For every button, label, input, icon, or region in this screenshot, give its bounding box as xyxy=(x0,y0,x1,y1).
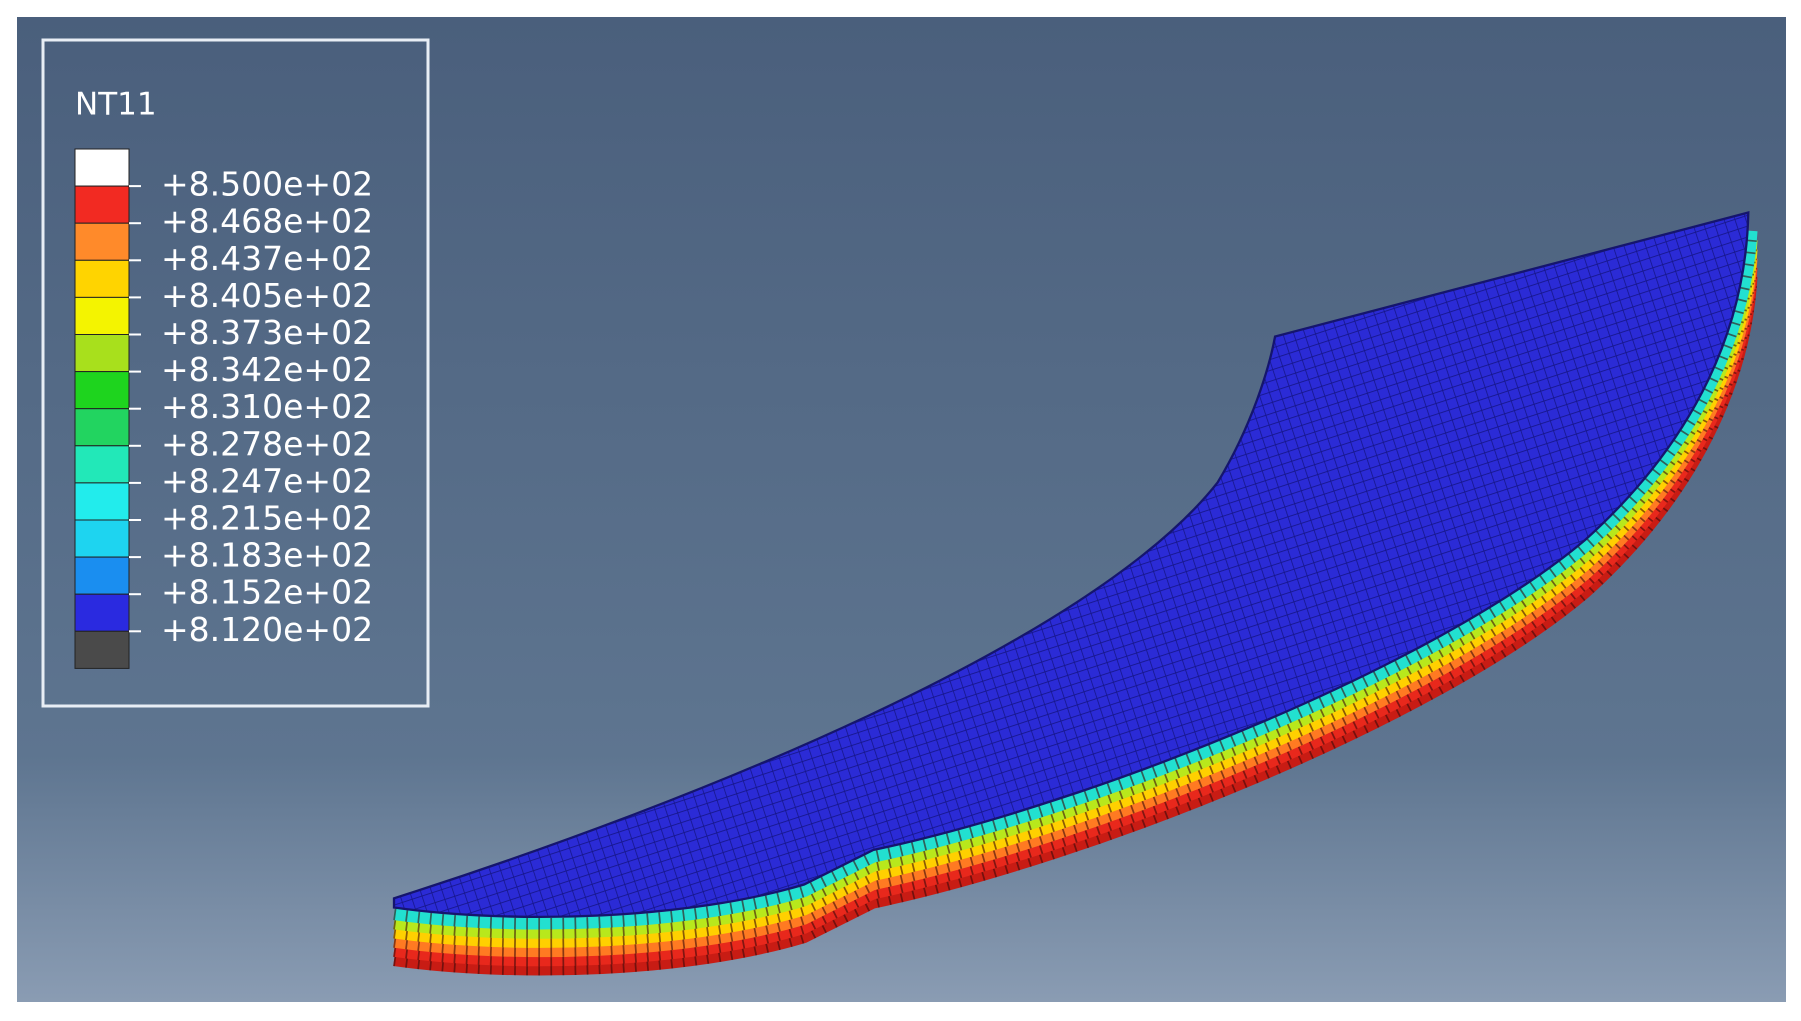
legend-swatch xyxy=(74,371,130,410)
legend-swatch xyxy=(74,445,130,484)
side-face xyxy=(393,230,1758,976)
top-face xyxy=(392,211,1750,918)
legend-label: +8.183e+02 xyxy=(161,536,373,575)
legend-swatch xyxy=(74,519,130,558)
legend-swatch xyxy=(74,222,130,261)
legend-label: +8.120e+02 xyxy=(161,610,373,649)
legend-swatch xyxy=(74,556,130,595)
legend-swatch xyxy=(74,259,130,298)
legend-label: +8.373e+02 xyxy=(161,313,373,352)
legend-swatch xyxy=(74,408,130,447)
legend-label: +8.310e+02 xyxy=(161,387,373,426)
legend-title: NT11 xyxy=(75,87,157,123)
legend-swatch xyxy=(74,296,130,335)
legend: NT11 +8.500e+02+8.468e+02+8.437e+02+8.40… xyxy=(41,38,430,708)
legend-label: +8.468e+02 xyxy=(161,202,373,241)
model xyxy=(392,211,1758,976)
legend-label: +8.215e+02 xyxy=(161,499,373,538)
legend-label: +8.247e+02 xyxy=(161,461,373,500)
legend-swatch xyxy=(74,482,130,521)
legend-swatch xyxy=(74,148,130,187)
temperature-band xyxy=(393,230,1758,930)
legend-swatch xyxy=(74,630,130,669)
legend-swatch xyxy=(74,185,130,224)
legend-label: +8.152e+02 xyxy=(161,573,373,612)
legend-label: +8.437e+02 xyxy=(161,239,373,278)
legend-label: +8.405e+02 xyxy=(161,276,373,315)
legend-frame xyxy=(41,38,430,708)
legend-label: +8.342e+02 xyxy=(161,350,373,389)
legend-swatch xyxy=(74,334,130,373)
legend-label: +8.278e+02 xyxy=(161,424,373,463)
legend-swatch xyxy=(74,593,130,632)
legend-label: +8.500e+02 xyxy=(161,165,373,204)
